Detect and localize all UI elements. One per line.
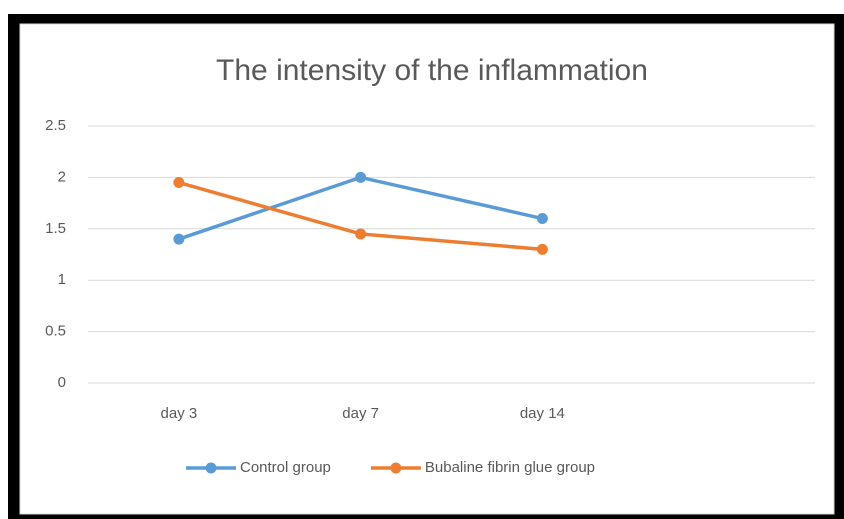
y-tick-label: 0.5: [45, 323, 66, 340]
data-point: [536, 243, 548, 255]
legend-label: Bubaline fibrin glue group: [425, 459, 595, 476]
y-tick-label: 2.5: [45, 117, 66, 134]
y-tick-label: 2: [58, 168, 66, 185]
chart-area: [19, 23, 835, 515]
data-point: [355, 228, 367, 240]
y-tick-label: 0: [58, 374, 66, 391]
y-tick-label: 1.5: [45, 220, 66, 237]
data-point: [173, 233, 185, 245]
chart-title: The intensity of the inflammation: [216, 54, 648, 87]
y-tick-label: 1: [58, 271, 66, 288]
legend-marker: [390, 462, 402, 474]
data-point: [173, 177, 185, 189]
x-tick-label: day 7: [342, 405, 379, 422]
data-point: [355, 171, 367, 183]
x-tick-label: day 3: [161, 405, 198, 422]
data-point: [536, 213, 548, 225]
legend-marker: [205, 462, 217, 474]
x-tick-label: day 14: [520, 405, 565, 422]
legend-label: Control group: [240, 459, 331, 476]
